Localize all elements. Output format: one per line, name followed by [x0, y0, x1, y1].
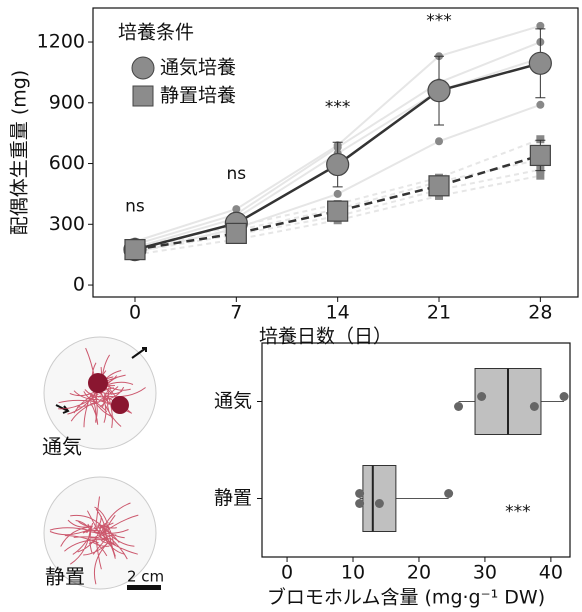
- replicate-point: [435, 137, 443, 145]
- legend-marker: [133, 86, 153, 106]
- data-point: [477, 392, 486, 401]
- replicate-point: [536, 101, 544, 109]
- figure: 通気 静置 2 cm 0300600900120007142128配偶体生重量 …: [0, 0, 582, 612]
- photo-label: 通気: [42, 435, 82, 459]
- photo-label: 静置: [45, 565, 85, 589]
- legend-marker: [132, 57, 154, 79]
- mean-point: [226, 223, 246, 243]
- y-axis-label: 配偶体生重量 (mg): [9, 70, 31, 235]
- mean-point: [125, 240, 145, 260]
- significance: ns: [227, 164, 247, 184]
- box: [363, 466, 396, 532]
- mean-point: [327, 154, 349, 176]
- legend-label: 通気培養: [160, 57, 236, 79]
- data-point: [375, 499, 384, 508]
- significance: ***: [325, 97, 351, 117]
- algae-core: [111, 396, 129, 414]
- x-axis-label: ブロモホルム含量 (mg·g⁻¹ DW): [267, 586, 545, 609]
- y-tick-label: 300: [49, 213, 85, 235]
- legend-label: 静置培養: [160, 85, 236, 107]
- y-tick-label: 600: [49, 152, 85, 174]
- y-tick-label: 900: [49, 91, 85, 113]
- x-axis-label: 培養日数（日）: [259, 326, 392, 348]
- mean-point: [429, 176, 449, 196]
- data-point: [560, 392, 569, 401]
- data-point: [454, 402, 463, 411]
- scale-bar: [127, 585, 161, 590]
- data-point: [355, 499, 364, 508]
- x-tick-label: 0: [281, 562, 293, 584]
- x-tick-label: 20: [407, 562, 431, 584]
- mean-point: [529, 52, 551, 74]
- data-point: [355, 489, 364, 498]
- y-tick-label: 0: [73, 274, 85, 296]
- mean-point: [428, 80, 450, 102]
- replicate-point: [334, 190, 342, 198]
- category-label: 静置: [214, 487, 252, 509]
- x-tick-label: 21: [427, 302, 451, 324]
- significance: ns: [125, 197, 145, 217]
- data-point: [530, 402, 539, 411]
- x-tick-label: 28: [528, 302, 552, 324]
- category-label: 通気: [214, 390, 252, 412]
- x-tick-label: 40: [539, 562, 563, 584]
- data-point: [444, 489, 453, 498]
- x-tick-label: 10: [341, 562, 365, 584]
- algae-core: [88, 373, 108, 393]
- significance: ***: [528, 0, 554, 1]
- x-tick-label: 14: [326, 302, 350, 324]
- x-tick-label: 30: [473, 562, 497, 584]
- y-tick-label: 1200: [37, 31, 85, 53]
- scale-label: 2 cm: [127, 568, 164, 586]
- x-tick-label: 0: [129, 302, 141, 324]
- significance: ***: [426, 11, 452, 31]
- mean-point: [530, 145, 550, 165]
- photos: 通気 静置 2 cm: [42, 337, 164, 590]
- significance: ***: [505, 502, 531, 522]
- x-tick-label: 7: [230, 302, 242, 324]
- legend-title: 培養条件: [118, 22, 194, 44]
- mean-point: [328, 201, 348, 221]
